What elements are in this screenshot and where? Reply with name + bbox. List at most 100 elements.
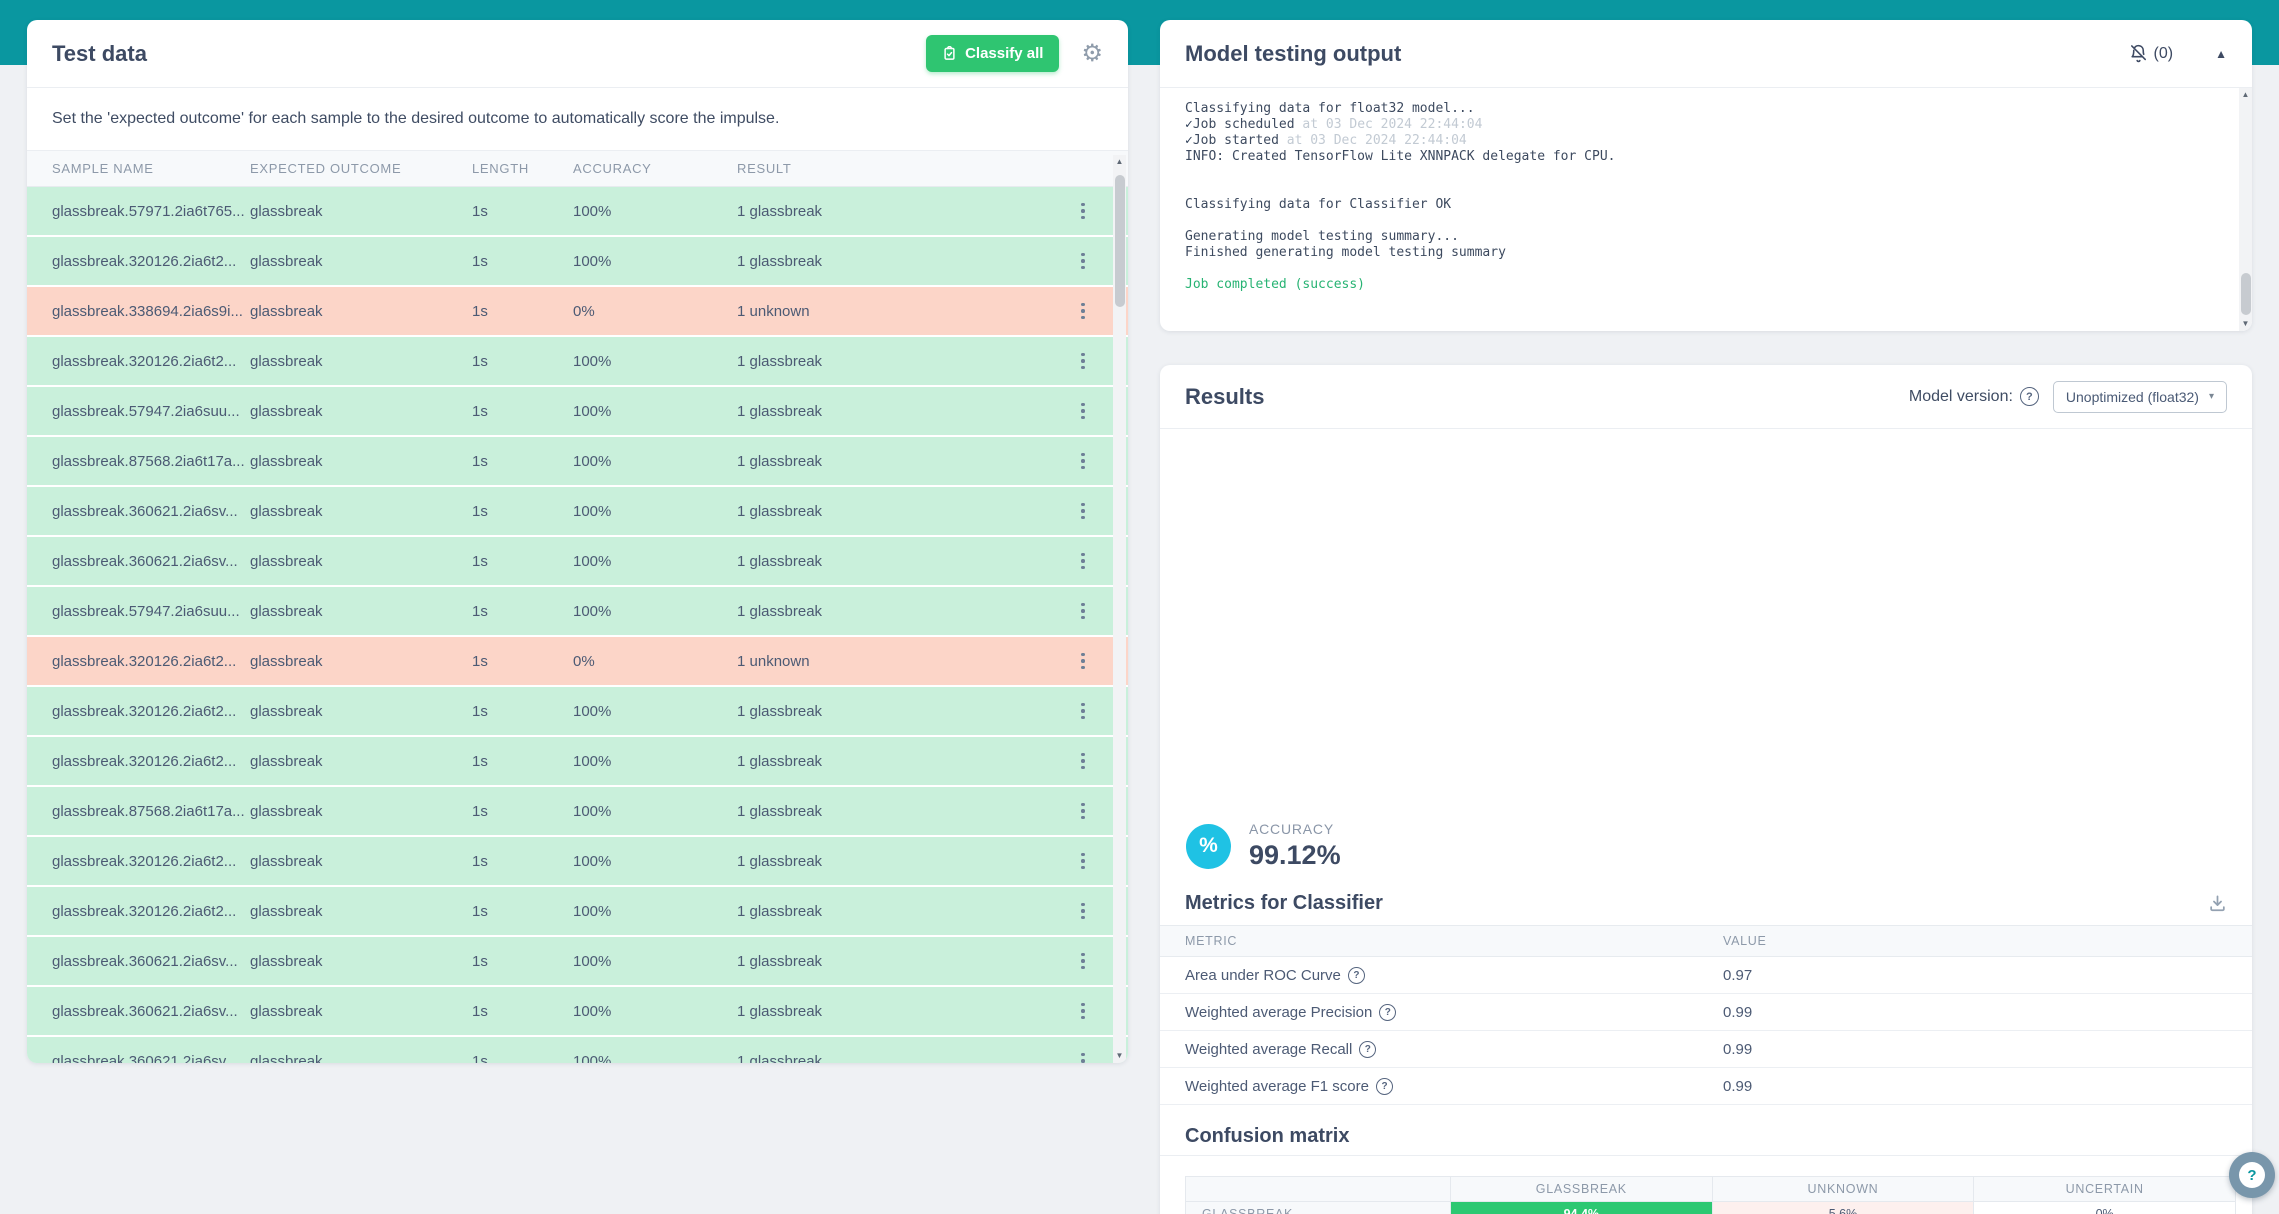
cell-accuracy: 100% — [573, 852, 612, 870]
cell-accuracy: 100% — [573, 952, 612, 970]
cell-name: glassbreak.57947.2ia6suu... — [52, 602, 240, 620]
classify-all-button[interactable]: Classify all — [926, 35, 1060, 72]
cell-expected: glassbreak — [250, 952, 323, 970]
col-value: VALUE — [1723, 934, 1767, 948]
cell-accuracy: 100% — [573, 602, 612, 620]
col-sample-name: SAMPLE NAME — [52, 161, 154, 176]
scroll-up-arrow[interactable]: ▲ — [2241, 90, 2250, 99]
cell-expected: glassbreak — [250, 602, 323, 620]
bell-slash-icon — [2129, 44, 2148, 63]
cell-name: glassbreak.320126.2ia6t2... — [52, 352, 237, 370]
cell-accuracy: 100% — [573, 1002, 612, 1020]
scroll-down-arrow[interactable]: ▼ — [1115, 1051, 1124, 1060]
row-menu-button[interactable] — [1070, 796, 1096, 826]
test-data-panel: Test data Classify all ⚙ Set the 'expect… — [27, 20, 1128, 1063]
console-line — [1185, 261, 2212, 277]
table-row: glassbreak.57947.2ia6suu... glassbreak 1s 1… — [27, 387, 1128, 437]
cell-result: 1 glassbreak — [737, 1052, 823, 1064]
cell-name: glassbreak.57947.2ia6suu... — [52, 402, 240, 420]
row-menu-button[interactable] — [1070, 596, 1096, 626]
classify-all-label: Classify all — [965, 45, 1044, 62]
row-menu-button[interactable] — [1070, 946, 1096, 976]
metric-row: Area under ROC Curve? 0.97 — [1160, 957, 2252, 994]
row-menu-button[interactable] — [1070, 996, 1096, 1026]
accuracy-label: ACCURACY — [1249, 821, 1334, 837]
console-scroll-thumb[interactable] — [2240, 273, 2251, 315]
scroll-up-arrow[interactable]: ▲ — [1115, 157, 1124, 166]
cell-accuracy: 0% — [573, 302, 595, 320]
cell-accuracy: 100% — [573, 402, 612, 420]
metric-help-icon[interactable]: ? — [1376, 1077, 1393, 1095]
row-menu-button[interactable] — [1070, 846, 1096, 876]
test-table-scrollbar[interactable]: ▲ ▼ — [1113, 155, 1126, 1063]
row-menu-button[interactable] — [1070, 546, 1096, 576]
cell-expected: glassbreak — [250, 1002, 323, 1020]
results-header: Results Model version: ? Unoptimized (fl… — [1160, 365, 2252, 429]
metrics-table: METRIC VALUE Area under ROC Curve? 0.97 We… — [1160, 925, 2252, 1105]
metric-help-icon[interactable]: ? — [1347, 966, 1365, 984]
cell-result: 1 glassbreak — [737, 402, 823, 420]
row-menu-button[interactable] — [1070, 196, 1096, 226]
cell-accuracy: 100% — [573, 802, 612, 820]
row-menu-button[interactable] — [1070, 496, 1096, 526]
cell-expected: glassbreak — [250, 552, 323, 570]
row-menu-button[interactable] — [1070, 746, 1096, 776]
row-menu-button[interactable] — [1070, 346, 1096, 376]
console-line: Classifying data for float32 model... — [1185, 101, 1475, 116]
cell-expected: glassbreak — [250, 702, 323, 720]
collapse-chevron-icon[interactable]: ▲ — [2215, 46, 2227, 61]
cell-name: glassbreak.360621.2ia6sv... — [52, 502, 238, 520]
cm-col-header: UNCERTAIN — [1973, 1176, 2236, 1202]
cell-accuracy: 0% — [573, 652, 595, 670]
row-menu-button[interactable] — [1070, 696, 1096, 726]
metric-row: Weighted average Precision? 0.99 — [1160, 994, 2252, 1031]
notifications-toggle[interactable]: (0) — [2129, 44, 2173, 63]
console-line: Job completed (success) — [1185, 277, 1366, 292]
help-fab-button[interactable]: ? — [2229, 1152, 2275, 1198]
model-version-help-icon[interactable]: ? — [2019, 387, 2039, 406]
scroll-down-arrow[interactable]: ▼ — [2241, 319, 2250, 328]
question-mark-icon: ? — [2239, 1162, 2265, 1188]
cell-length: 1s — [472, 1052, 488, 1064]
metric-help-icon[interactable]: ? — [1379, 1003, 1397, 1021]
cell-name: glassbreak.57971.2ia6t765... — [52, 202, 245, 220]
model-version-select[interactable]: Unoptimized (float32) ▾ — [2052, 380, 2227, 413]
cell-result: 1 glassbreak — [737, 852, 823, 870]
table-row: glassbreak.320126.2ia6t2... glassbreak 1s 0… — [27, 637, 1128, 687]
row-menu-button[interactable] — [1070, 446, 1096, 476]
metric-help-icon[interactable]: ? — [1359, 1040, 1377, 1058]
row-menu-button[interactable] — [1070, 1046, 1096, 1063]
model-testing-output-panel: Model testing output (0) ▲ Classifying d… — [1160, 20, 2252, 331]
cell-expected: glassbreak — [250, 402, 323, 420]
download-icon[interactable] — [2208, 894, 2227, 913]
console-scrollbar[interactable]: ▲ ▼ — [2239, 88, 2252, 331]
cell-length: 1s — [472, 852, 488, 870]
metric-label: Weighted average Recall? — [1185, 1040, 1723, 1058]
model-version-label: Model version: — [1908, 387, 2013, 405]
row-menu-button[interactable] — [1070, 246, 1096, 276]
cell-result: 1 unknown — [737, 652, 810, 670]
test-table-scroll-thumb[interactable] — [1114, 175, 1125, 307]
row-menu-button[interactable] — [1070, 396, 1096, 426]
col-result: RESULT — [737, 161, 792, 176]
cell-name: glassbreak.360621.2ia6sv... — [52, 1052, 238, 1064]
cell-accuracy: 100% — [573, 252, 612, 270]
cell-accuracy: 100% — [573, 752, 612, 770]
console-line — [1185, 213, 2212, 229]
table-row: glassbreak.87568.2ia6t17a... glassbreak 1s… — [27, 787, 1128, 837]
row-menu-button[interactable] — [1070, 896, 1096, 926]
cell-name: glassbreak.338694.2ia6s9i... — [52, 302, 243, 320]
cell-result: 1 glassbreak — [737, 352, 823, 370]
cell-result: 1 glassbreak — [737, 452, 823, 470]
cell-length: 1s — [472, 352, 488, 370]
row-menu-button[interactable] — [1070, 296, 1096, 326]
confusion-matrix-table: GLASSBREAK UNKNOWN UNCERTAIN GLASSBREAK 94.4… — [1185, 1176, 2236, 1214]
row-menu-button[interactable] — [1070, 646, 1096, 676]
gear-icon[interactable]: ⚙ — [1081, 39, 1103, 67]
cell-result: 1 glassbreak — [737, 552, 823, 570]
cm-value-cell: 0% — [1973, 1201, 2236, 1214]
table-row: glassbreak.57971.2ia6t765... glassbreak 1s… — [27, 187, 1128, 237]
table-row: glassbreak.360621.2ia6sv... glassbreak 1s 1… — [27, 1037, 1128, 1063]
cell-result: 1 glassbreak — [737, 752, 823, 770]
panel-title: Model testing output — [1185, 40, 1402, 66]
